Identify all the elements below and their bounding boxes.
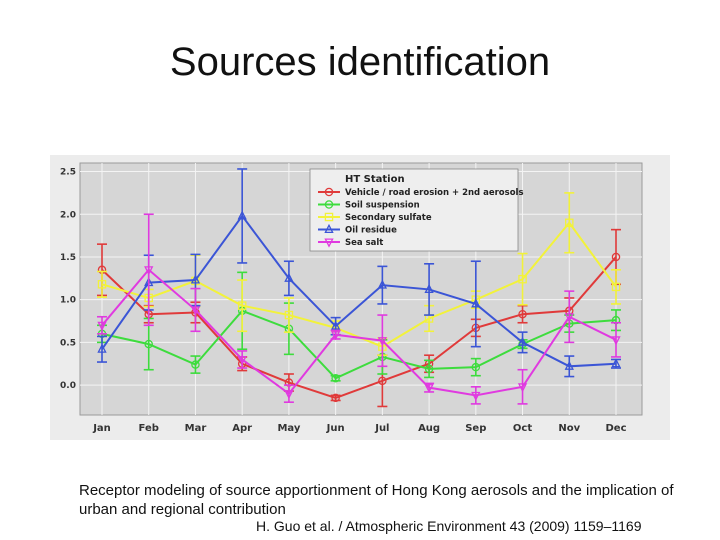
data-point — [377, 279, 388, 289]
series-line — [101, 268, 617, 397]
series-5 — [97, 213, 621, 405]
legend: HT Station Vehicle / road erosion + 2nd … — [309, 168, 524, 252]
data-point — [190, 274, 201, 284]
data-point — [518, 309, 527, 319]
legend-entry: Soil suspension — [345, 201, 420, 211]
legend-entry: Oil residue — [345, 226, 397, 236]
y-tick-label: 1.0 — [60, 296, 76, 306]
data-point — [97, 343, 107, 353]
data-point — [517, 383, 528, 393]
y-tick-label: 0.5 — [60, 338, 76, 348]
x-tick-label: Apr — [232, 423, 252, 434]
data-point — [324, 187, 334, 197]
y-tick-label: 0.0 — [60, 381, 76, 391]
y-tick-label: 2.0 — [60, 210, 76, 220]
data-point — [324, 238, 334, 248]
x-tick-label: Jun — [326, 423, 345, 434]
data-point — [331, 393, 340, 403]
data-point — [377, 337, 388, 347]
data-point — [191, 360, 200, 369]
data-point — [97, 321, 107, 331]
x-tick-label: May — [277, 423, 300, 434]
data-point — [284, 310, 294, 320]
data-point — [611, 282, 621, 292]
data-point — [517, 336, 528, 346]
data-point — [565, 218, 574, 228]
x-tick-label: Mar — [185, 423, 207, 434]
data-point — [611, 252, 621, 262]
figure-caption: Receptor modeling of source apportionmen… — [79, 482, 674, 518]
x-tick-label: Jul — [374, 423, 389, 434]
chart-container: Jan Feb Mar Apr May Jun Jul Aug Sep Oct Nov Dec 2.5 2… — [50, 155, 670, 440]
x-tick-label: Sep — [465, 423, 486, 434]
slide-title: Sources identification — [169, 40, 551, 84]
data-point — [611, 358, 621, 368]
series-layer — [97, 168, 621, 408]
data-point — [424, 364, 434, 374]
citation: H. Guo et al. / Atmospheric Environment … — [256, 518, 642, 534]
series-line — [101, 309, 617, 380]
y-tick-label: 2.5 — [60, 168, 76, 178]
x-tick-label: Nov — [558, 423, 580, 434]
x-tick-label: Dec — [605, 423, 626, 434]
data-point — [237, 210, 247, 220]
data-point — [518, 274, 527, 284]
data-point — [471, 362, 481, 372]
x-tick-label: Jan — [92, 423, 111, 434]
data-point — [97, 280, 107, 289]
data-point — [564, 360, 574, 370]
y-tick-label: 1.5 — [60, 253, 76, 263]
legend-entry: Sea salt — [345, 238, 383, 248]
data-point — [284, 272, 294, 282]
data-point — [324, 200, 334, 209]
legend-entry: Vehicle / road erosion + 2nd aerosols — [345, 188, 524, 198]
data-point — [237, 355, 247, 366]
data-point — [378, 376, 387, 386]
series-line — [101, 214, 617, 368]
legend-box — [309, 168, 519, 252]
data-point — [190, 306, 201, 316]
data-point — [330, 331, 341, 341]
data-point — [284, 390, 294, 400]
data-point — [144, 339, 153, 349]
x-tick-label: Aug — [418, 423, 440, 434]
x-tick-label: Feb — [139, 423, 159, 434]
legend-title: HT Station — [345, 174, 405, 185]
legend-entry: Secondary sulfate — [345, 213, 432, 223]
data-point — [237, 301, 247, 310]
data-point — [331, 374, 340, 383]
data-point — [424, 384, 434, 394]
data-point — [330, 320, 341, 330]
data-point — [424, 283, 434, 293]
line-chart: Jan Feb Mar Apr May Jun Jul Aug Sep Oct Nov Dec 2.5 2… — [50, 155, 670, 440]
data-point — [611, 336, 621, 346]
data-point — [144, 266, 154, 276]
data-point — [471, 298, 481, 308]
series-line — [101, 256, 617, 399]
axis-labels: Jan Feb Mar Apr May Jun Jul Aug Sep Oct Nov Dec 2.5 2… — [60, 168, 627, 434]
x-tick-label: Oct — [513, 423, 532, 434]
data-point — [324, 223, 334, 234]
data-point — [324, 212, 334, 222]
data-point — [564, 313, 574, 323]
data-point — [471, 391, 481, 401]
